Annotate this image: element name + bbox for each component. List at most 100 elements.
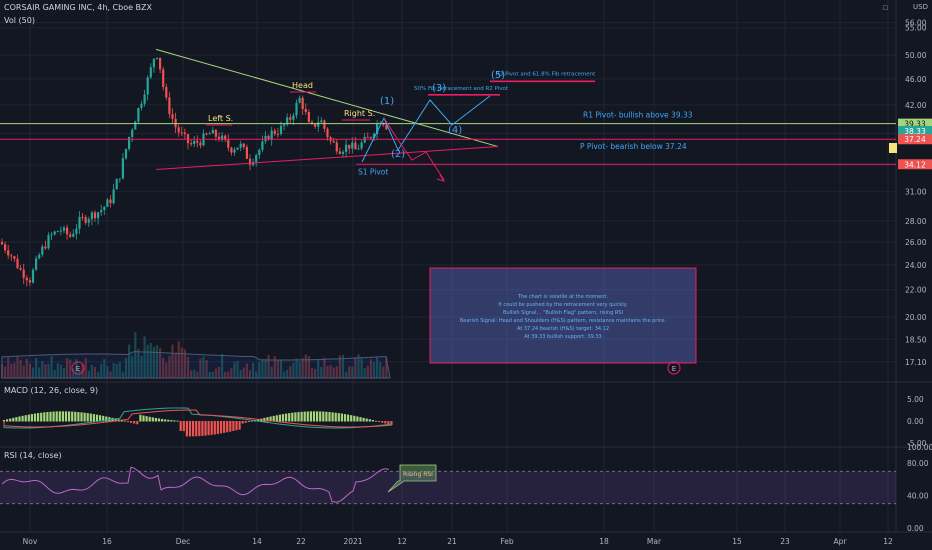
candle-body [4, 244, 7, 251]
candle-body [171, 113, 174, 119]
volume-bar [354, 357, 357, 378]
wave-3-label: (3) [432, 83, 446, 94]
volume-bar [118, 362, 121, 378]
volume-bar [360, 358, 363, 378]
volume-bar [323, 357, 326, 378]
support-trendline [155, 146, 499, 171]
volume-bar [22, 365, 25, 378]
macd-histogram-bar [27, 414, 30, 422]
volume-ma-area [1, 351, 391, 379]
macd-histogram-bar [278, 414, 281, 422]
volume-bar [304, 354, 307, 378]
volume-bar [264, 359, 267, 378]
macd-histogram-bar [374, 420, 378, 422]
candles-layer [0, 57, 388, 287]
candle-body [317, 122, 320, 127]
volume-bar [307, 355, 310, 378]
time-tick-label: 12 [397, 537, 407, 546]
candle-body [19, 268, 22, 270]
macd-histogram-bar [49, 411, 52, 422]
macd-histogram-bar [99, 415, 102, 422]
bearish-arrow-head [436, 174, 446, 182]
volume-bar [140, 355, 143, 378]
time-tick-label: Feb [500, 537, 514, 546]
candle-body [233, 149, 236, 153]
symbol-title: CORSAIR GAMING INC, 4h, Cboe BZX [4, 3, 152, 12]
macd-tick-label: 0.00 [907, 417, 924, 426]
volume-bar [372, 361, 376, 378]
volume-bar [286, 369, 289, 378]
rsi-tick-label: 0.00 [907, 524, 924, 533]
macd-line [3, 407, 393, 429]
macd-histogram-bar [68, 411, 71, 422]
volume-bar [159, 348, 162, 378]
candle-body [100, 210, 103, 213]
macd-histogram-bar [130, 421, 133, 423]
candle-body [87, 219, 90, 223]
candle-body [264, 135, 267, 142]
macd-histogram-bar [362, 417, 365, 422]
candle-body [372, 133, 376, 139]
maximize-icon[interactable]: ▫ [882, 3, 889, 13]
macd-histogram-bar [238, 421, 241, 430]
volume-bar [124, 357, 128, 378]
candle-body [354, 142, 357, 150]
macd-histogram-bar [2, 420, 6, 422]
macd-histogram-bar [328, 412, 331, 422]
candle-body [236, 147, 239, 150]
volume-bar [35, 357, 38, 378]
volume-bar [75, 358, 78, 378]
macd-histogram-bar [232, 421, 235, 431]
price-tick-label: 56.00 [905, 19, 927, 28]
volume-bar [211, 371, 214, 378]
candle-body [41, 246, 44, 255]
macd-histogram-bar [371, 420, 374, 422]
volume-bar [214, 368, 217, 378]
volume-bar [276, 360, 279, 378]
volume-bar [168, 355, 171, 378]
rsi-label: RSI (14, close) [4, 451, 62, 460]
candle-body [366, 136, 369, 138]
volume-bar [217, 366, 221, 378]
volume-bar [180, 347, 183, 378]
macd-histogram-bar [52, 411, 55, 422]
time-tick-label: Nov [23, 537, 38, 546]
s1-pivot-label: S1 Pivot [358, 167, 388, 176]
note-line: The chart is volatile at the moment. [517, 294, 608, 300]
price-tick-label: 24.00 [905, 261, 927, 270]
macd-histogram-bar [381, 421, 384, 423]
candle-body [97, 212, 100, 219]
macd-histogram-bar [387, 421, 390, 425]
time-tick-label: 12 [883, 537, 893, 546]
macd-histogram-bar [173, 420, 176, 422]
price-tick-label: 28.00 [905, 217, 927, 226]
macd-histogram-bar [201, 421, 204, 436]
volume-bar [248, 370, 252, 378]
volume-bar [348, 366, 351, 378]
macd-histogram-bar [46, 412, 49, 422]
macd-signal-line [3, 409, 393, 428]
candle-body [341, 151, 345, 154]
note-box [429, 267, 697, 364]
price-tick-label: 18.50 [905, 335, 927, 344]
macd-histogram-bar [269, 416, 272, 422]
candle-body [53, 231, 56, 235]
volume-bar [369, 359, 372, 378]
macd-histogram-bar [123, 420, 126, 422]
volume-bar [7, 357, 10, 378]
volume-bar [320, 366, 323, 378]
macd-histogram-bar [331, 412, 334, 422]
candle-body [221, 135, 224, 140]
macd-histogram-bar [176, 420, 179, 422]
rsi-line [1, 466, 390, 503]
candle-body [0, 241, 4, 245]
macd-histogram-bar [303, 411, 306, 422]
volume-bar [149, 342, 152, 378]
macd-histogram-bar [281, 414, 285, 422]
macd-histogram-bar [55, 411, 58, 422]
volume-bar [202, 356, 205, 378]
fib-618-label: R3 Pivot and 61.8% Fib retracement [496, 71, 596, 77]
macd-histogram-bar [80, 412, 83, 422]
volume-bar [310, 367, 314, 378]
